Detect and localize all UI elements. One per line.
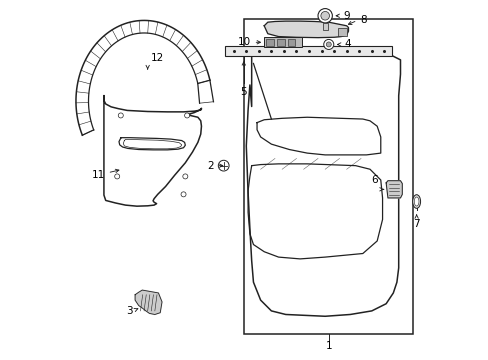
Text: 1: 1: [325, 341, 331, 351]
Text: 7: 7: [412, 220, 419, 229]
Ellipse shape: [412, 195, 420, 208]
Text: 5: 5: [240, 87, 246, 98]
Ellipse shape: [413, 197, 418, 206]
Text: 4: 4: [344, 40, 350, 49]
Text: 10: 10: [237, 37, 250, 47]
Text: 6: 6: [371, 175, 378, 185]
Text: 3: 3: [126, 306, 132, 316]
Bar: [337, 28, 346, 36]
Circle shape: [218, 160, 228, 171]
Bar: [224, 45, 391, 56]
Bar: [276, 40, 284, 46]
Circle shape: [183, 174, 187, 179]
Circle shape: [317, 9, 332, 23]
Polygon shape: [135, 290, 162, 315]
Circle shape: [323, 40, 333, 49]
Circle shape: [181, 192, 185, 197]
Bar: [265, 40, 273, 46]
Circle shape: [325, 42, 330, 47]
Bar: [322, 23, 327, 30]
Circle shape: [320, 12, 329, 20]
Circle shape: [115, 174, 120, 179]
Text: 9: 9: [343, 11, 349, 21]
Circle shape: [118, 113, 123, 118]
Bar: [244, 19, 412, 334]
Bar: [287, 40, 295, 46]
Circle shape: [184, 113, 189, 118]
Bar: [264, 37, 301, 47]
Text: 8: 8: [359, 15, 366, 25]
Text: 2: 2: [207, 161, 214, 171]
Polygon shape: [386, 181, 402, 198]
Text: 11: 11: [92, 170, 105, 180]
Polygon shape: [264, 21, 348, 38]
Text: 12: 12: [150, 53, 163, 63]
